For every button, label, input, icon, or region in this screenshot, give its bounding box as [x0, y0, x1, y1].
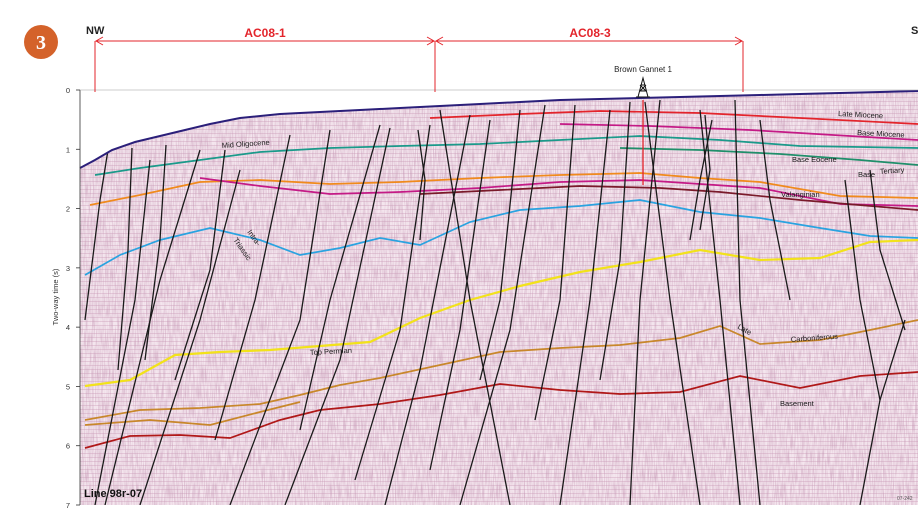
segment-brackets	[94, 36, 744, 92]
faults	[84, 99, 906, 505]
y-axis: 0 1 2 3 4 5 6 7 Two-way time (s)	[51, 86, 918, 510]
horizon-valanginian	[419, 185, 918, 211]
label-late-carboniferous-2: Carboniferous	[791, 332, 839, 344]
label-base-eocene: Base Eocene	[792, 155, 837, 164]
corner-code: 07-242	[897, 496, 913, 502]
segment-label-2: AC08-3	[569, 26, 611, 40]
horizon-base-miocene	[559, 123, 918, 141]
seafloor-line	[79, 90, 918, 169]
figure-number: 3	[36, 32, 46, 54]
oil-derrick-icon	[636, 76, 650, 98]
label-base-tertiary-1: Base	[858, 170, 875, 179]
label-late-miocene: Late Miocene	[838, 109, 883, 120]
label-top-permian: Top Permian	[310, 346, 353, 357]
horizon-orange-lower	[84, 401, 301, 426]
label-basement: Basement	[780, 399, 815, 408]
label-base-miocene: Base Miocene	[857, 128, 905, 139]
line-name: Line 98r-07	[84, 488, 142, 500]
horizon-base-tertiary	[89, 172, 918, 206]
y-tick-label: 1	[66, 145, 70, 154]
orientation-right: S	[911, 25, 918, 37]
y-tick-label: 3	[66, 264, 70, 273]
label-base-tertiary-2: Tertiary	[880, 165, 905, 176]
y-tick-label: 7	[66, 501, 70, 510]
horizon-base-eocene	[619, 147, 918, 166]
label-mid-oligocene: Mid Oligocene	[222, 138, 270, 150]
y-tick-label: 4	[66, 323, 70, 332]
horizon-late-miocene	[429, 110, 918, 125]
orientation-left: NW	[86, 25, 105, 37]
seismic-section	[80, 91, 918, 505]
y-tick-label: 2	[66, 205, 70, 214]
label-valanginian: Valanginian	[781, 190, 820, 199]
y-axis-label: Two-way time (s)	[51, 268, 60, 325]
y-tick-label: 6	[66, 442, 70, 451]
figure-number-badge: 3	[24, 25, 58, 59]
horizon-basement	[84, 371, 918, 449]
well-name: Brown Gannet 1	[614, 65, 672, 74]
horizons	[84, 110, 918, 449]
horizon-intra-triassic	[84, 199, 918, 276]
segment-label-1: AC08-1	[244, 26, 286, 40]
horizon-late-carboniferous	[84, 319, 918, 421]
horizon-mid-oligocene	[94, 135, 918, 176]
horizon-pink	[199, 177, 918, 207]
y-tick-label: 5	[66, 382, 70, 391]
y-tick-label: 0	[66, 86, 70, 95]
